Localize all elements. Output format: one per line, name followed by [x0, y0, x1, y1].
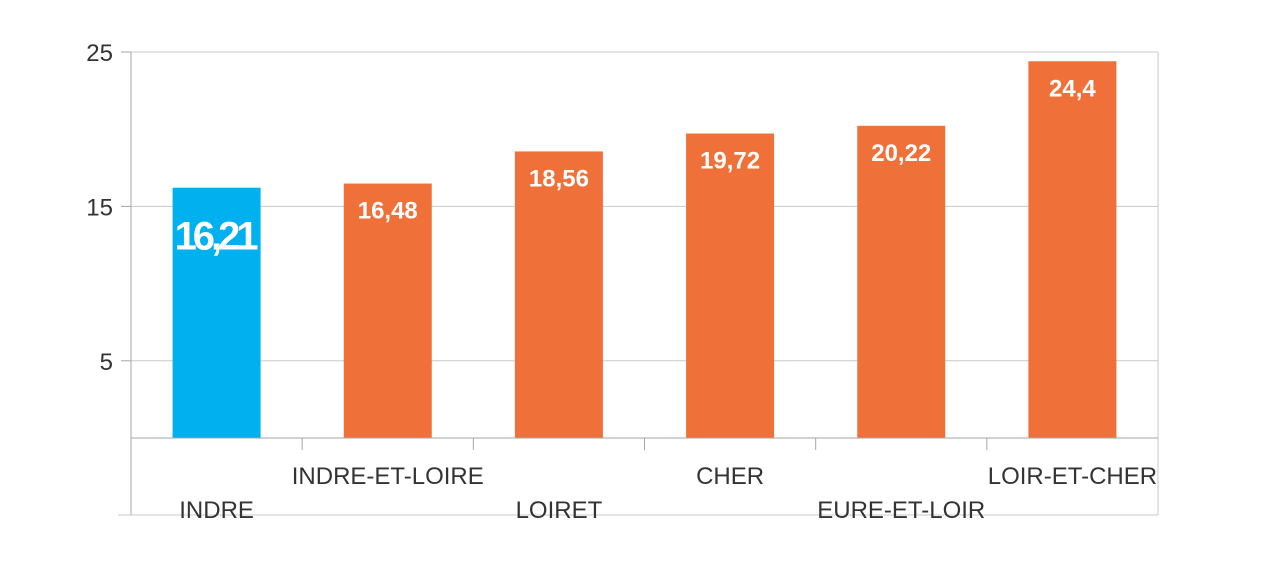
bar-value-label: 16,48 — [358, 198, 418, 225]
y-tick-label: 5 — [100, 349, 113, 376]
bar-value-label: 19,72 — [700, 148, 760, 175]
bar-value-label: 24,4 — [1049, 75, 1096, 102]
bar-value-label: 20,22 — [871, 140, 931, 167]
y-tick-label: 25 — [86, 40, 113, 67]
grid-layer — [131, 51, 1158, 362]
bar — [1028, 61, 1117, 438]
category-label: LOIR-ET-CHER — [988, 463, 1157, 490]
bar — [857, 125, 946, 439]
y-tick-label: 15 — [86, 194, 113, 221]
bar-value-label: 18,56 — [529, 165, 589, 192]
bar — [514, 151, 603, 438]
axis-layer — [118, 51, 1159, 516]
category-label: LOIRET — [516, 497, 603, 524]
bar — [172, 187, 261, 438]
bar — [343, 183, 432, 438]
bar-value-label: 16,21 — [175, 215, 259, 259]
bar — [686, 133, 775, 438]
category-label: INDRE-ET-LOIRE — [292, 463, 484, 490]
category-label: CHER — [696, 463, 764, 490]
bar-layer — [172, 61, 1117, 439]
label-layer: 5 15 25 16,21 INDRE 16,48 INDRE-ET-LOIRE 18,56 L… — [86, 40, 1157, 524]
category-label: EURE-ET-LOIR — [817, 497, 985, 524]
category-label: INDRE — [179, 497, 254, 524]
